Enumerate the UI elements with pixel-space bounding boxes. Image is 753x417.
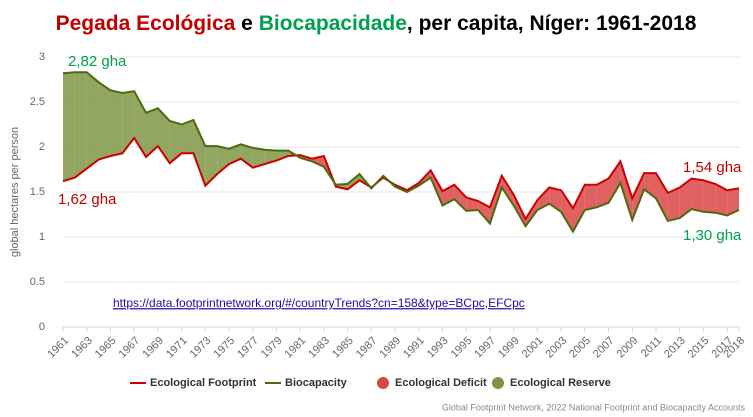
x-tick-label: 1991 <box>401 335 427 361</box>
x-tick-label: 2005 <box>567 335 593 361</box>
deficit-area <box>679 178 692 219</box>
y-tick-label: 1 <box>39 231 45 243</box>
deficit-area <box>667 187 680 221</box>
legend-label: Biocapacity <box>285 377 348 389</box>
reserve-area <box>98 82 111 160</box>
x-tick-label: 1987 <box>354 335 380 361</box>
x-tick-label: 2003 <box>543 335 569 361</box>
legend-label: Ecological Deficit <box>395 377 487 389</box>
reserve-area <box>252 147 265 168</box>
reserve-area <box>74 72 87 178</box>
x-tick-label: 1981 <box>283 335 309 361</box>
reserve-area <box>169 120 182 164</box>
reserve-area <box>347 174 360 190</box>
legend-label: Ecological Footprint <box>150 377 257 389</box>
y-tick-label: 2 <box>39 141 45 153</box>
deficit-area <box>632 173 645 220</box>
deficit-area <box>584 184 597 210</box>
y-tick-label: 1.5 <box>30 186 45 198</box>
reserve-area <box>276 150 289 161</box>
annotation: 1,54 gha <box>683 159 742 176</box>
x-tick-label: 1975 <box>211 335 237 361</box>
annotation: 2,82 gha <box>68 53 127 70</box>
deficit-area <box>608 161 621 203</box>
deficit-area <box>727 188 739 216</box>
title-part: e <box>235 12 258 35</box>
x-tick-label: 2011 <box>639 335 664 360</box>
y-tick-label: 3 <box>39 51 45 63</box>
x-tick-label: 1963 <box>69 335 95 361</box>
x-tick-label: 1979 <box>259 335 285 361</box>
deficit-area <box>703 180 716 213</box>
title-part: , per capita, Níger: 1961-2018 <box>407 12 697 35</box>
y-tick-label: 0.5 <box>30 276 45 288</box>
deficit-area <box>596 178 609 208</box>
deficit-area <box>655 173 668 221</box>
deficit-area <box>715 183 728 216</box>
legend-symbol <box>492 377 504 389</box>
deficit-area <box>620 161 633 220</box>
x-tick-label: 2015 <box>686 335 712 361</box>
x-tick-label: 1995 <box>449 335 475 361</box>
x-tick-label: 1973 <box>188 335 214 361</box>
deficit-area <box>549 187 562 212</box>
y-tick-label: 2.5 <box>30 96 45 108</box>
x-tick-label: 2001 <box>520 335 546 361</box>
x-tick-label: 1989 <box>377 335 403 361</box>
deficit-area <box>454 184 467 211</box>
reserve-area <box>122 91 135 154</box>
x-tick-label: 1985 <box>330 335 356 361</box>
reserve-area <box>181 120 194 154</box>
title-part: Biocapacidade <box>259 12 407 35</box>
chart-title: Pegada Ecológica e Biocapacidade, per ca… <box>56 12 697 35</box>
x-tick-label: 1977 <box>235 335 261 361</box>
reserve-area <box>146 108 158 157</box>
legend-label: Ecological Reserve <box>510 377 611 389</box>
y-axis-label: global hectares per person <box>9 127 21 257</box>
x-tick-label: 1961 <box>45 335 71 361</box>
x-tick-label: 2009 <box>615 335 641 361</box>
deficit-area <box>561 190 573 232</box>
deficit-area <box>572 184 585 232</box>
deficit-area <box>644 173 656 199</box>
source-link[interactable]: https://data.footprintnetwork.org/#/coun… <box>113 296 525 310</box>
series-line <box>62 136 740 222</box>
source-credit: Global Footprint Network, 2022 National … <box>442 402 746 412</box>
reserve-area <box>240 144 253 168</box>
x-tick-label: 1983 <box>306 335 332 361</box>
x-tick-label: 1999 <box>496 335 522 361</box>
x-tick-label: 1971 <box>164 335 190 361</box>
x-tick-label: 1993 <box>425 335 451 361</box>
x-tick-label: 1997 <box>472 335 498 361</box>
reserve-area <box>86 72 99 169</box>
reserve-area <box>63 72 75 182</box>
deficit-area <box>691 178 704 212</box>
reserve-area <box>217 146 230 174</box>
reserve-area <box>193 120 206 186</box>
deficit-area <box>501 175 514 206</box>
annotation: 1,30 gha <box>683 227 742 244</box>
y-tick-label: 0 <box>39 321 45 333</box>
title-part: Pegada Ecológica <box>56 12 236 35</box>
x-tick-label: 1967 <box>117 335 143 361</box>
legend-symbol <box>377 377 389 389</box>
x-tick-label: 1969 <box>140 335 166 361</box>
x-tick-label: 1965 <box>93 335 119 361</box>
x-tick-label: 2007 <box>591 335 617 361</box>
reserve-area <box>110 90 123 156</box>
series-line <box>62 71 740 234</box>
annotation: 1,62 gha <box>58 191 117 208</box>
x-tick-label: 2013 <box>662 335 688 361</box>
